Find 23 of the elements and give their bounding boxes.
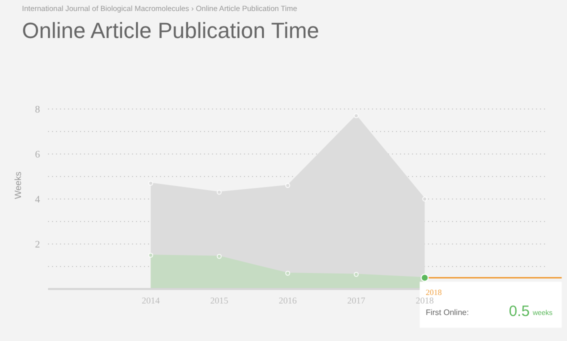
chart-title: Online Article Publication Time (22, 18, 320, 44)
point (216, 190, 222, 195)
point (216, 254, 222, 259)
point (285, 183, 290, 188)
point (354, 113, 359, 118)
point (285, 270, 290, 276)
text: First Online: (426, 308, 469, 317)
annotation: 2018 (426, 288, 442, 297)
x-tick-label: 2015 (210, 295, 229, 306)
point (354, 272, 359, 277)
point (148, 252, 154, 258)
y-tick-label: 2 (35, 240, 40, 251)
text: 0.5 (508, 302, 530, 320)
x-tick-label: 2016 (278, 295, 298, 306)
y-axis-title: Weeks (13, 171, 24, 199)
y-tick-label: 6 (35, 150, 40, 161)
x-tick-label: 2017 (347, 295, 366, 306)
point (422, 196, 428, 202)
x-tick-label: 2018 (416, 295, 434, 306)
y-tick-label: 8 (35, 104, 40, 116)
y-tick-label: 4 (35, 194, 40, 206)
x-tick-label: 2014 (142, 295, 160, 306)
point (148, 180, 154, 186)
